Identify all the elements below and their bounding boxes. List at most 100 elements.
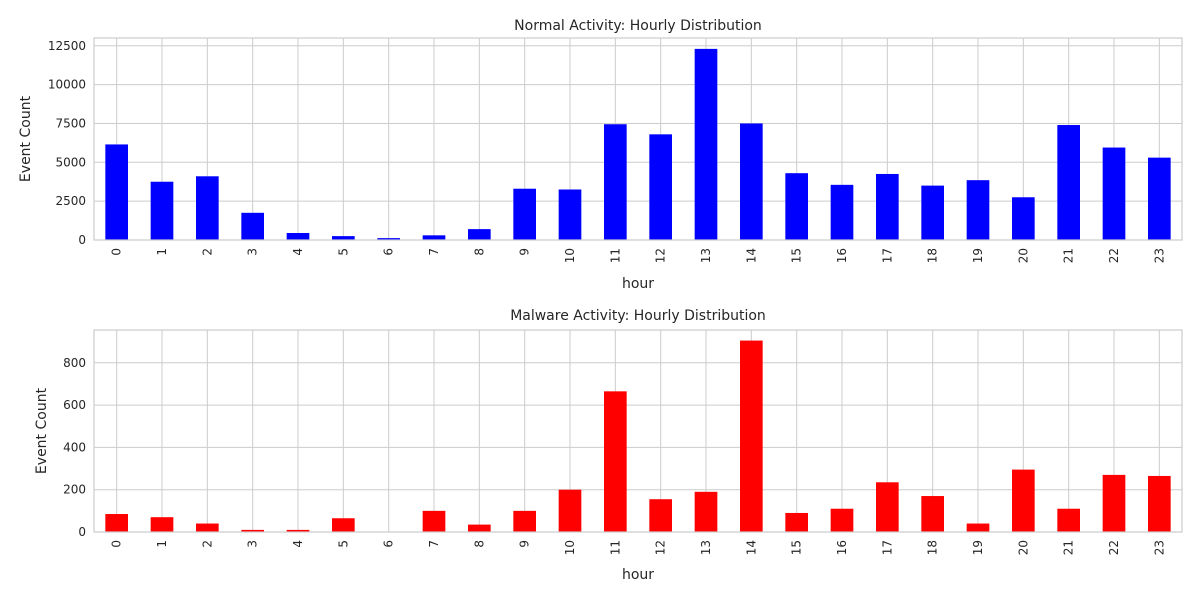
y-tick-label: 0 — [78, 233, 86, 247]
x-tick-label: 4 — [291, 248, 305, 256]
bar-hour-11 — [604, 391, 627, 532]
x-tick-label: 5 — [336, 248, 350, 256]
plot-frame — [93, 37, 1183, 241]
x-tick-label: 23 — [1152, 248, 1166, 263]
x-tick-label: 15 — [790, 540, 804, 555]
y-axis-label: Event Count — [34, 387, 50, 474]
x-tick-label: 17 — [880, 248, 894, 263]
x-tick-label: 10 — [563, 248, 577, 263]
x-tick-label: 22 — [1107, 540, 1121, 555]
x-tick-label: 19 — [971, 540, 985, 555]
x-tick-label: 12 — [654, 248, 668, 263]
bar-hour-20 — [1012, 469, 1035, 532]
bar-hour-10 — [558, 489, 582, 532]
bar-hour-4 — [286, 529, 310, 532]
y-tick-label: 200 — [63, 483, 86, 497]
x-tick-label: 8 — [472, 248, 486, 256]
x-tick-label: 20 — [1016, 248, 1030, 263]
bar-hour-21 — [1057, 125, 1080, 240]
x-tick-label: 14 — [744, 248, 758, 263]
bar-hour-5 — [332, 236, 355, 240]
bar-hour-3 — [241, 529, 264, 532]
x-tick-label: 20 — [1016, 540, 1030, 555]
bar-hour-1 — [150, 181, 174, 240]
x-tick-label: 3 — [246, 540, 260, 548]
bar-hour-16 — [830, 184, 854, 240]
x-tick-label: 8 — [472, 540, 486, 548]
x-tick-label: 4 — [291, 540, 305, 548]
bar-hour-20 — [1012, 197, 1035, 240]
x-tick-label: 3 — [246, 248, 260, 256]
x-tick-label: 2 — [200, 248, 214, 256]
bar-hour-16 — [830, 508, 854, 532]
bar-hour-11 — [604, 124, 627, 240]
bar-hour-8 — [468, 229, 491, 240]
y-tick-label: 7500 — [55, 116, 86, 130]
x-tick-label: 6 — [382, 540, 396, 548]
bar-hour-10 — [558, 189, 582, 240]
x-tick-label: 2 — [200, 540, 214, 548]
bar-hour-18 — [921, 496, 944, 532]
bar-hour-3 — [241, 212, 264, 240]
x-tick-label: 9 — [518, 248, 532, 256]
bar-hour-15 — [785, 512, 808, 532]
y-tick-label: 5000 — [55, 155, 86, 169]
x-tick-label: 13 — [699, 248, 713, 263]
x-tick-label: 6 — [382, 248, 396, 256]
bar-hour-0 — [105, 514, 128, 532]
bar-hour-23 — [1148, 157, 1171, 240]
bar-hour-18 — [921, 185, 944, 240]
bar-hour-12 — [649, 499, 672, 532]
bar-hour-21 — [1057, 508, 1080, 532]
x-axis-label: hour — [622, 276, 654, 292]
bar-hour-17 — [876, 173, 899, 240]
x-tick-label: 15 — [790, 248, 804, 263]
normal-activity-chart: Normal Activity: Hourly Distribution 025… — [18, 18, 1183, 292]
plot-frame — [93, 329, 1183, 533]
bar-hour-2 — [196, 176, 219, 240]
y-tick-label: 400 — [63, 440, 86, 454]
x-tick-label: 16 — [835, 540, 849, 555]
bar-hour-9 — [513, 510, 536, 532]
x-tick-label: 14 — [744, 540, 758, 555]
bar-hour-19 — [966, 523, 990, 532]
bar-hour-0 — [105, 144, 128, 240]
bar-hour-14 — [740, 123, 763, 240]
x-tick-label: 12 — [654, 540, 668, 555]
bar-hour-4 — [286, 233, 310, 240]
bar-hour-23 — [1148, 475, 1171, 532]
y-tick-label: 12500 — [48, 39, 86, 53]
x-tick-label: 16 — [835, 248, 849, 263]
x-tick-label: 1 — [155, 540, 169, 548]
x-tick-label: 19 — [971, 248, 985, 263]
chart-title: Normal Activity: Hourly Distribution — [514, 18, 762, 34]
malware-activity-chart: Malware Activity: Hourly Distribution 0 2… — [34, 308, 1183, 583]
x-tick-label: 0 — [110, 540, 124, 548]
y-tick-label: 2500 — [55, 194, 86, 208]
x-tick-label: 23 — [1152, 540, 1166, 555]
bar-hour-8 — [468, 524, 491, 532]
y-tick-label: 600 — [63, 398, 86, 412]
x-tick-label: 0 — [110, 248, 124, 256]
bar-hour-13 — [694, 48, 718, 240]
bar-hour-15 — [785, 173, 808, 240]
bar-hour-13 — [694, 491, 718, 532]
x-tick-label: 11 — [608, 540, 622, 555]
y-tick-label: 0 — [78, 525, 86, 539]
y-tick-label: 10000 — [48, 78, 86, 92]
bar-hour-6 — [377, 238, 400, 240]
x-tick-label: 7 — [427, 248, 441, 256]
x-tick-label: 5 — [336, 540, 350, 548]
bar-hour-22 — [1102, 147, 1126, 240]
y-axis-label: Event Count — [18, 95, 34, 182]
bar-hour-2 — [196, 523, 219, 532]
bar-hour-17 — [876, 482, 899, 532]
bar-hour-7 — [422, 510, 446, 532]
x-tick-label: 21 — [1062, 248, 1076, 263]
x-tick-label: 18 — [926, 248, 940, 263]
x-tick-label: 18 — [926, 540, 940, 555]
bar-hour-19 — [966, 180, 990, 240]
x-axis-label: hour — [622, 567, 654, 583]
bar-hour-14 — [740, 340, 763, 532]
